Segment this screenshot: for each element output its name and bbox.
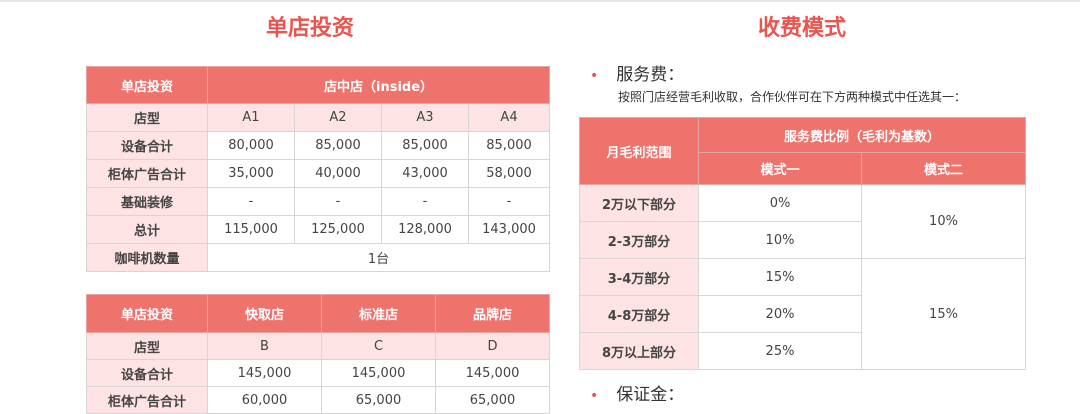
table-row: 店型 B C D bbox=[86, 332, 550, 360]
mode1-value: 20% bbox=[698, 295, 862, 333]
mode1-value: 10% bbox=[698, 221, 862, 259]
deposit-label: 保证金： bbox=[616, 385, 685, 405]
table-cell: 85,000 bbox=[294, 131, 382, 160]
range-label: 8万以上部分 bbox=[579, 332, 699, 370]
bullet-deposit: • 保证金： bbox=[590, 385, 685, 405]
table-row: 4-8万部分 20% bbox=[579, 295, 1026, 333]
mode1-value: 15% bbox=[698, 258, 862, 296]
table-cell: 35,000 bbox=[207, 159, 295, 188]
table-cell: 115,000 bbox=[207, 215, 295, 244]
table-row: 基础装修 - - - - bbox=[86, 187, 551, 216]
row-label: 总计 bbox=[86, 215, 208, 244]
row-label: 店型 bbox=[86, 103, 208, 132]
table-row: 设备合计 80,000 85,000 85,000 85,000 bbox=[86, 131, 551, 160]
mode1-value: 0% bbox=[698, 184, 862, 222]
column-header: 单店投资 bbox=[86, 294, 208, 333]
corner-cell: 单店投资 bbox=[86, 66, 208, 104]
mode1-value: 25% bbox=[698, 332, 862, 370]
table-cell: 40,000 bbox=[294, 159, 382, 188]
row-label: 设备合计 bbox=[86, 359, 208, 387]
table-row: 店型 A1 A2 A3 A4 bbox=[86, 103, 551, 132]
table-cell: 145,000 bbox=[321, 359, 436, 387]
table-cell: - bbox=[294, 187, 382, 216]
table-cell: 58,000 bbox=[467, 159, 551, 188]
table-row: 总计 115,000 125,000 128,000 143,000 bbox=[86, 215, 551, 244]
table-cell: C bbox=[321, 332, 436, 360]
service-fee-label: 服务费： bbox=[616, 65, 685, 85]
table-cell: A4 bbox=[467, 103, 551, 132]
table-cell: 85,000 bbox=[381, 131, 469, 160]
table-cell: 85,000 bbox=[467, 131, 551, 160]
ratio-header: 服务费比例（毛利为基数） bbox=[697, 117, 1027, 153]
group-header: 店中店（inside） bbox=[206, 66, 551, 104]
column-header: 品牌店 bbox=[435, 294, 550, 333]
fee-table: 月毛利范围 服务费比例（毛利为基数） 模式一 模式二 2万以下部分 0% 10% 2-3万… bbox=[579, 117, 1027, 370]
table-cell: - bbox=[207, 187, 295, 216]
table-cell: 145,000 bbox=[207, 359, 322, 387]
table-cell: A1 bbox=[207, 103, 295, 132]
service-fee-desc: 按照门店经营毛利收取，合作伙伴可在下方两种模式中任选其一： bbox=[618, 90, 967, 104]
row-label: 设备合计 bbox=[86, 131, 208, 160]
table-row: 3-4万部分 15% 15% bbox=[579, 258, 1027, 370]
table-cell: 145,000 bbox=[435, 359, 550, 387]
table-cell: A2 bbox=[294, 103, 382, 132]
right-title: 收费模式 bbox=[757, 16, 847, 41]
range-label: 3-4万部分 bbox=[579, 258, 699, 296]
table-row: 柜体广告合计 35,000 40,000 43,000 58,000 bbox=[86, 159, 551, 188]
table-cell: 43,000 bbox=[381, 159, 469, 188]
table-cell: 60,000 bbox=[207, 386, 322, 414]
table-row: 8万以上部分 25% bbox=[579, 332, 1026, 370]
table-row: 2-3万部分 10% bbox=[579, 221, 1026, 259]
range-label: 2-3万部分 bbox=[579, 221, 699, 259]
left-title: 单店投资 bbox=[265, 16, 355, 41]
table-row: 设备合计 145,000 145,000 145,000 bbox=[86, 359, 550, 387]
column-header: 快取店 bbox=[207, 294, 322, 333]
store-type-table: 单店投资 快取店 标准店 品牌店 店型 B C D 设备合计 145,000 145,000 145… bbox=[86, 294, 550, 414]
row-label: 柜体广告合计 bbox=[86, 386, 208, 414]
inside-store-table: 单店投资 店中店（inside） 店型 A1 A2 A3 A4 设备合计 80,000 85,0… bbox=[86, 66, 551, 272]
row-label: 基础装修 bbox=[86, 187, 208, 216]
table-cell: 65,000 bbox=[321, 386, 436, 414]
top-divider bbox=[0, 0, 1080, 2]
table-cell: - bbox=[381, 187, 469, 216]
table-row: 柜体广告合计 60,000 65,000 65,000 bbox=[86, 386, 550, 414]
mode1-header: 模式一 bbox=[698, 152, 862, 185]
range-label: 2万以下部分 bbox=[579, 184, 699, 222]
bullet-service-fee: • 服务费： bbox=[590, 65, 685, 85]
table-cell: 65,000 bbox=[435, 386, 550, 414]
range-label: 4-8万部分 bbox=[579, 295, 699, 333]
table-cell: D bbox=[435, 332, 550, 360]
row-label: 咖啡机数量 bbox=[86, 243, 208, 272]
table-cell: 125,000 bbox=[294, 215, 382, 244]
table-cell: A3 bbox=[381, 103, 469, 132]
table-cell: 143,000 bbox=[467, 215, 551, 244]
mode2-value: 10% bbox=[860, 184, 1027, 259]
table-row: 2万以下部分 0% 10% bbox=[579, 184, 1027, 259]
mode2-header: 模式二 bbox=[860, 152, 1027, 185]
table-cell: - bbox=[467, 187, 551, 216]
mode2-value: 15% bbox=[860, 258, 1027, 370]
machine-value: 1台 bbox=[206, 243, 551, 272]
table-cell: 128,000 bbox=[381, 215, 469, 244]
table-cell: B bbox=[207, 332, 322, 360]
table-cell: 80,000 bbox=[207, 131, 295, 160]
row-label: 店型 bbox=[86, 332, 208, 360]
row-label: 柜体广告合计 bbox=[86, 159, 208, 188]
column-header: 标准店 bbox=[321, 294, 436, 333]
range-header: 月毛利范围 bbox=[579, 117, 699, 185]
